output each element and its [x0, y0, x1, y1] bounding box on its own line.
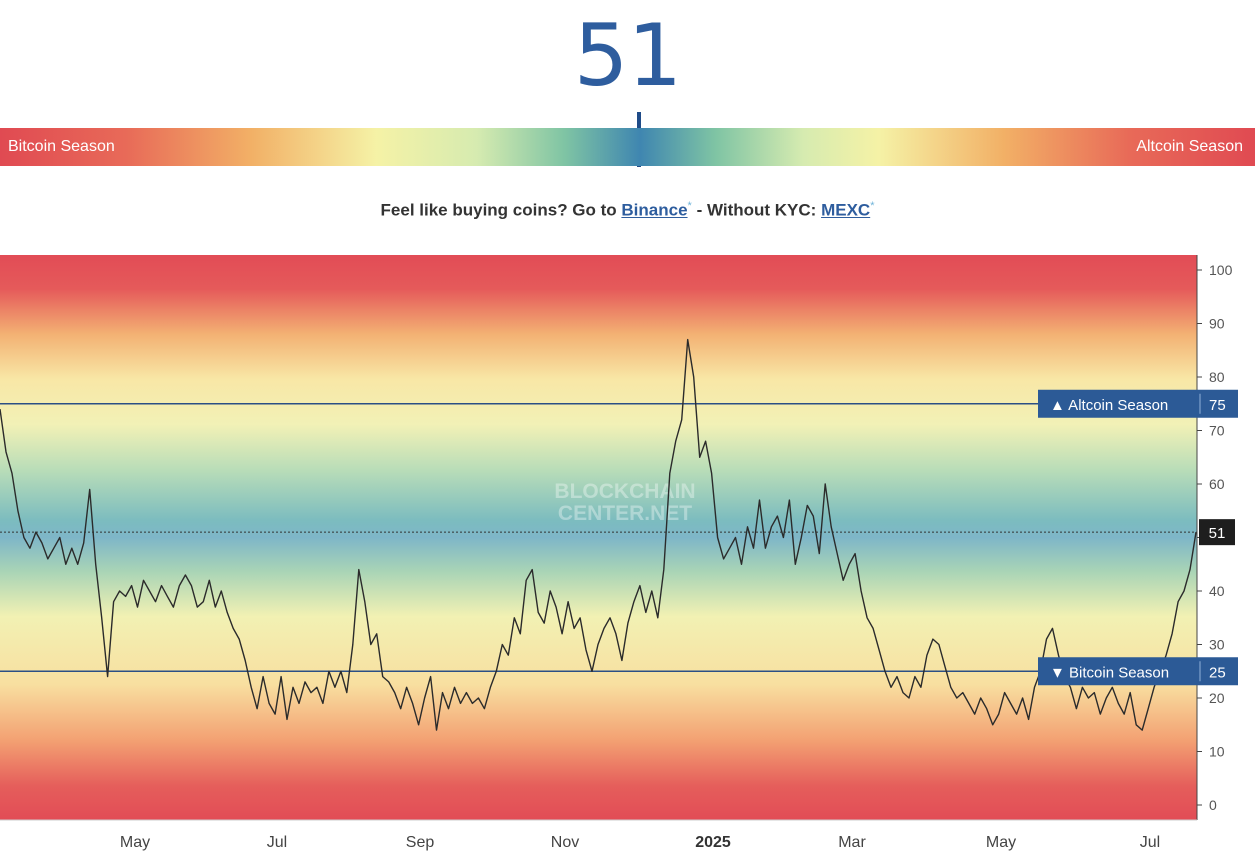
threshold-tag: ▼ Bitcoin Season 25	[1038, 657, 1238, 686]
y-tick-label: 90	[1209, 316, 1225, 332]
x-tick-label: May	[120, 834, 150, 851]
promo-line: Feel like buying coins? Go to Binance* -…	[0, 200, 1255, 221]
promo-prefix: Feel like buying coins? Go to	[380, 200, 617, 220]
x-tick-label: Jul	[1140, 834, 1160, 851]
chart-background	[0, 255, 1197, 820]
threshold-tag-bg	[1038, 389, 1238, 418]
current-value-tag-label: 51	[1209, 525, 1226, 542]
current-value-tag: 51	[1199, 519, 1235, 546]
x-tick-label: May	[986, 834, 1016, 851]
binance-link[interactable]: Binance	[621, 200, 688, 220]
x-tick-label: Mar	[838, 834, 866, 851]
y-tick-label: 60	[1209, 476, 1225, 492]
threshold-tag-value: 25	[1209, 664, 1226, 681]
threshold-tag-value: 75	[1209, 397, 1226, 414]
watermark-line: BLOCKCHAIN	[554, 480, 695, 503]
threshold-tag-label: ▼ Bitcoin Season	[1050, 664, 1169, 681]
y-tick-label: 10	[1209, 744, 1225, 760]
y-tick-label: 20	[1209, 690, 1225, 706]
watermark-line: CENTER.NET	[558, 502, 692, 525]
index-series-line	[0, 338, 1197, 731]
x-tick-label: Jul	[267, 834, 287, 851]
y-tick-label: 40	[1209, 583, 1225, 599]
current-value-tag-bg	[1199, 519, 1235, 546]
threshold-tag-label: ▲ Altcoin Season	[1050, 397, 1168, 414]
x-tick-label: Sep	[406, 834, 435, 851]
y-tick-label: 70	[1209, 423, 1225, 439]
threshold-tag: ▲ Altcoin Season 75	[1038, 389, 1238, 418]
x-tick-label: Nov	[551, 834, 579, 851]
index-value: 51	[573, 6, 682, 106]
y-tick-label: 100	[1209, 262, 1233, 278]
y-tick-label: 0	[1209, 797, 1217, 813]
y-tick-label: 30	[1209, 637, 1225, 653]
y-tick-label: 80	[1209, 369, 1225, 385]
binance-mark: *	[687, 200, 692, 212]
threshold-tag-bg	[1038, 657, 1238, 686]
mexc-mark: *	[870, 200, 875, 212]
altcoin-season-label: Altcoin Season	[1136, 138, 1243, 155]
bitcoin-season-label: Bitcoin Season	[8, 138, 115, 155]
x-tick-label: 2025	[695, 834, 731, 851]
season-gradient-bar: Bitcoin Season Altcoin Season	[0, 128, 1255, 166]
promo-middle: - Without KYC:	[696, 200, 817, 220]
mexc-link[interactable]: MEXC	[821, 200, 871, 220]
